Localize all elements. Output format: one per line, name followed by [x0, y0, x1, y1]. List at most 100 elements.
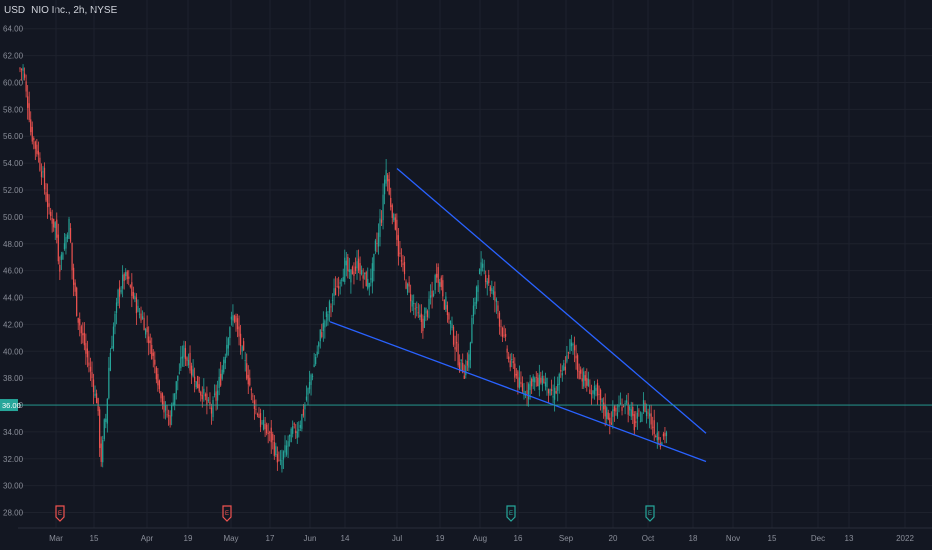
candle-body — [100, 443, 102, 462]
candle-body — [186, 357, 188, 361]
candle-body — [452, 326, 455, 345]
candle-body — [275, 446, 277, 456]
candle-body — [50, 211, 52, 217]
candle-body — [310, 374, 312, 385]
candle-body — [305, 396, 308, 401]
y-tick-label: 54.00 — [3, 159, 24, 168]
candle-body — [494, 291, 496, 301]
candle-body — [129, 285, 131, 287]
candle-body — [319, 329, 321, 342]
candle-body — [540, 377, 542, 383]
y-tick-label: 56.00 — [3, 132, 24, 141]
candle-body — [316, 351, 318, 356]
candle-body — [318, 342, 320, 347]
candle-body — [68, 218, 70, 240]
candle-body — [62, 252, 64, 260]
trendlines[interactable] — [329, 168, 707, 463]
candle-body — [598, 394, 600, 395]
candle-body — [86, 348, 89, 358]
x-tick-label: 15 — [768, 534, 777, 543]
candle-body — [627, 402, 629, 415]
candle-body — [572, 343, 574, 346]
candle-body — [20, 69, 23, 71]
candle-body — [59, 264, 61, 272]
candle-body — [561, 373, 563, 376]
candle-body — [385, 169, 387, 184]
x-tick-label: 17 — [266, 534, 275, 543]
candle-body — [330, 306, 332, 308]
candle-body — [552, 396, 554, 398]
candle-body — [636, 412, 638, 419]
candle-body — [128, 276, 130, 279]
candle-body — [521, 383, 524, 392]
candle-body — [134, 295, 136, 300]
candle-body — [331, 300, 334, 301]
candle-body — [322, 322, 324, 332]
y-tick-label: 64.00 — [3, 25, 24, 34]
earnings-marker[interactable]: E — [55, 505, 65, 522]
x-tick-label: Nov — [726, 534, 740, 543]
candle-body — [296, 431, 298, 438]
candle-body — [264, 423, 266, 430]
candle-body — [599, 389, 602, 400]
candle-body — [376, 243, 378, 244]
candle-body — [485, 275, 487, 283]
svg-text:E: E — [58, 511, 62, 517]
candle-body — [622, 406, 625, 407]
candle-body — [177, 375, 179, 381]
candle-body — [448, 313, 450, 320]
candle-body — [396, 219, 398, 240]
dividend-marker[interactable]: E — [645, 505, 655, 522]
candle-body — [201, 394, 203, 400]
candle-body — [578, 370, 580, 379]
candle-body — [313, 364, 315, 368]
candle-body — [149, 340, 151, 343]
candle-body — [94, 393, 96, 396]
grid-lines — [18, 0, 932, 528]
candle-body — [529, 381, 531, 390]
candle-body — [661, 442, 663, 445]
candle-body — [534, 378, 536, 383]
candle-body — [46, 193, 49, 208]
candle-body — [33, 138, 35, 140]
x-tick-label: Aug — [473, 534, 487, 543]
candle-body — [246, 363, 248, 379]
candle-body — [164, 405, 167, 411]
candle-body — [466, 360, 468, 366]
candle-body — [589, 389, 591, 394]
candle-body — [158, 380, 161, 390]
candle-body — [449, 320, 452, 325]
x-tick-label: 2022 — [896, 534, 914, 543]
candle-body — [373, 253, 375, 272]
candle-body — [501, 328, 504, 337]
trendline-lower[interactable] — [329, 321, 707, 463]
candle-body — [272, 434, 274, 441]
candle-body — [249, 377, 251, 386]
trendline-upper[interactable] — [396, 168, 707, 434]
candle-body — [281, 459, 283, 469]
candle-body — [250, 388, 252, 391]
candle-body — [451, 323, 453, 329]
x-tick-label: Mar — [49, 534, 63, 543]
candle-body — [619, 402, 622, 405]
candle-body — [380, 219, 383, 223]
candle-body — [285, 445, 288, 455]
candle-body — [590, 393, 593, 395]
candle-body — [644, 402, 646, 413]
candle-body — [641, 413, 643, 422]
candle-body — [618, 405, 620, 408]
candle-body — [48, 203, 50, 207]
candle-body — [442, 280, 444, 297]
earnings-marker[interactable]: E — [222, 505, 232, 522]
candle-body — [567, 352, 570, 354]
candle-body — [497, 305, 499, 312]
y-tick-label: 58.00 — [3, 105, 24, 114]
dividend-marker[interactable]: E — [506, 505, 516, 522]
candle-body — [475, 286, 478, 304]
candle-body — [615, 408, 617, 412]
candle-body — [293, 423, 295, 425]
candle-body — [183, 345, 185, 358]
candle-body — [649, 413, 651, 417]
